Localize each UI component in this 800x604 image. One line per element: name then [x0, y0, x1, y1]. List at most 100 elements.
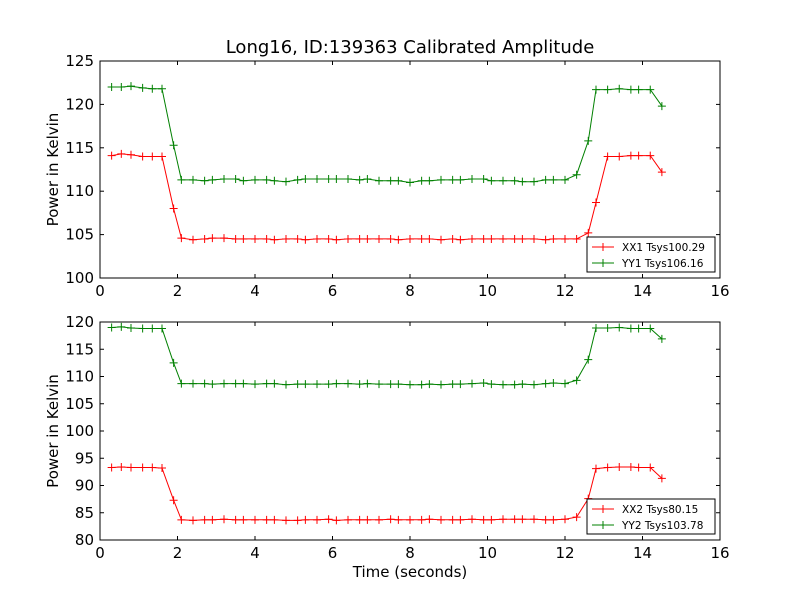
data-point [148, 324, 157, 333]
data-point [603, 152, 612, 161]
x-tick-label: 2 [173, 282, 183, 300]
data-point [634, 324, 643, 333]
data-point [592, 85, 600, 94]
data-point [332, 175, 341, 184]
data-point [313, 380, 321, 389]
data-point [332, 516, 341, 525]
y-tick-label: 90 [75, 477, 94, 495]
legend-entry: XX2 Tsys80.15 [592, 504, 698, 516]
series-2 [107, 82, 666, 187]
data-point [657, 168, 666, 177]
legend-label: YY1 Tsys106.16 [621, 258, 704, 270]
data-point [487, 380, 496, 389]
data-point [344, 515, 352, 524]
data-point [549, 379, 558, 388]
data-point [169, 141, 178, 150]
data-point [386, 234, 395, 243]
y-tick-label: 120 [65, 313, 94, 331]
data-point [117, 462, 126, 471]
data-point [615, 84, 624, 93]
data-point [127, 150, 135, 159]
data-point [158, 324, 166, 333]
data-point [117, 83, 126, 92]
data-point [499, 176, 507, 185]
data-point [626, 324, 635, 333]
x-tick-label: 4 [250, 282, 260, 300]
data-point [363, 234, 372, 243]
data-point [107, 463, 116, 472]
legend-box [586, 498, 716, 535]
data-point [220, 234, 228, 243]
data-point [518, 177, 527, 186]
data-point [220, 515, 228, 524]
data-point [437, 235, 445, 244]
data-point [324, 515, 333, 524]
data-point [293, 516, 302, 525]
legend-marker [599, 505, 607, 513]
data-point [456, 235, 465, 244]
y-tick-label: 105 [65, 395, 94, 413]
data-point [572, 376, 581, 385]
data-point [262, 175, 271, 184]
data-point [510, 176, 519, 185]
x-tick-label: 0 [95, 282, 105, 300]
y-tick-label: 80 [75, 531, 94, 549]
data-point [468, 379, 476, 388]
data-point [301, 235, 310, 244]
data-point [394, 380, 403, 389]
data-point [592, 464, 600, 473]
x-tick-label: 16 [710, 282, 729, 300]
data-point [657, 334, 666, 343]
data-point [220, 379, 228, 388]
data-point [386, 380, 395, 389]
data-point [138, 324, 147, 333]
data-point [510, 380, 519, 389]
data-point [448, 380, 457, 389]
y-tick-label: 95 [75, 449, 94, 467]
data-point [479, 175, 488, 184]
legend-marker [599, 521, 607, 529]
data-point [456, 380, 465, 389]
subplot-1: 0 2 4 6 8 10 12 14 16 100 105 110 115 120 125 Power in … [44, 37, 730, 300]
data-point [363, 379, 372, 388]
data-point [148, 152, 157, 161]
data-point [634, 463, 643, 472]
data-point [530, 380, 538, 389]
data-point [169, 204, 178, 213]
y-tick-label: 115 [65, 340, 94, 358]
data-point [425, 176, 434, 185]
data-point [158, 84, 166, 93]
x-tick-label: 6 [328, 544, 338, 562]
data-point [448, 515, 457, 524]
data-point [313, 234, 321, 243]
series-2 [107, 322, 666, 389]
data-point [344, 175, 352, 184]
data-point [479, 234, 488, 243]
y-axis-label: Power in Kelvin [44, 113, 62, 227]
x-tick-label: 12 [555, 282, 574, 300]
data-point [107, 151, 116, 160]
data-point [344, 234, 352, 243]
data-point [634, 85, 643, 94]
data-point [355, 234, 364, 243]
data-point [646, 85, 655, 94]
data-point [177, 234, 186, 243]
data-point [158, 152, 166, 161]
data-point [200, 379, 209, 388]
data-point [208, 234, 217, 243]
data-point [270, 379, 279, 388]
data-point [468, 234, 476, 243]
data-point [417, 234, 426, 243]
x-tick-label: 8 [405, 544, 415, 562]
data-point [332, 379, 341, 388]
data-point [282, 234, 290, 243]
x-tick-label: 0 [95, 544, 105, 562]
data-point [231, 379, 240, 388]
data-point [148, 463, 157, 472]
legend-label: XX2 Tsys80.15 [622, 504, 698, 516]
y-tick-label: 105 [65, 226, 94, 244]
data-point [251, 380, 259, 389]
data-point [324, 175, 333, 184]
